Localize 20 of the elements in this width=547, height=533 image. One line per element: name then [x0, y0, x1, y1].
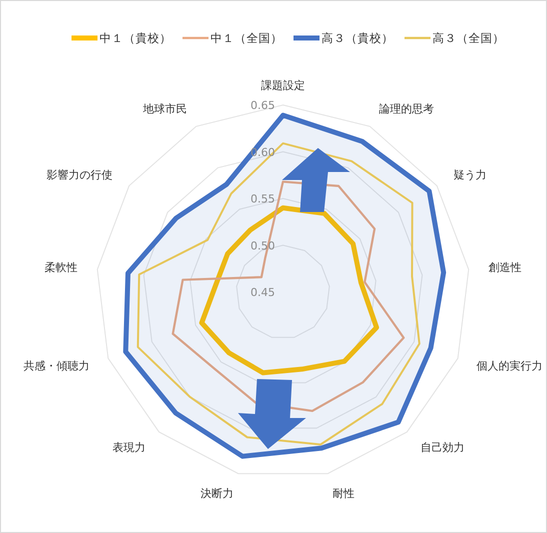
spoke-label: 柔軟性 [44, 261, 78, 274]
spoke-label: 影響力の行使 [46, 168, 113, 182]
spoke-label: 創造性 [488, 261, 522, 274]
spoke-label: 課題設定 [261, 79, 305, 92]
spoke-label: 共感・傾聴力 [23, 359, 90, 372]
spoke-label: 論理的思考 [379, 102, 434, 116]
y-tick-label: 0.55 [250, 192, 275, 206]
spoke-label: 耐性 [332, 486, 355, 500]
y-tick-label: 0.65 [250, 99, 275, 112]
spoke-label: 自己効力 [420, 440, 464, 454]
legend-label: 高３（全国） [432, 31, 504, 45]
legend-label: 高３（貴校） [322, 31, 394, 45]
y-tick-label: 0.45 [250, 286, 275, 299]
spoke-label: 個人的実行力 [476, 359, 543, 372]
legend-label: 中１（全国） [210, 31, 282, 45]
legend-label: 中１（貴校） [100, 31, 172, 45]
spoke-label: 疑う力 [453, 168, 486, 182]
spoke-label: 決断力 [200, 486, 234, 500]
spoke-label: 地球市民 [142, 102, 187, 116]
spoke-label: 表現力 [112, 440, 146, 454]
